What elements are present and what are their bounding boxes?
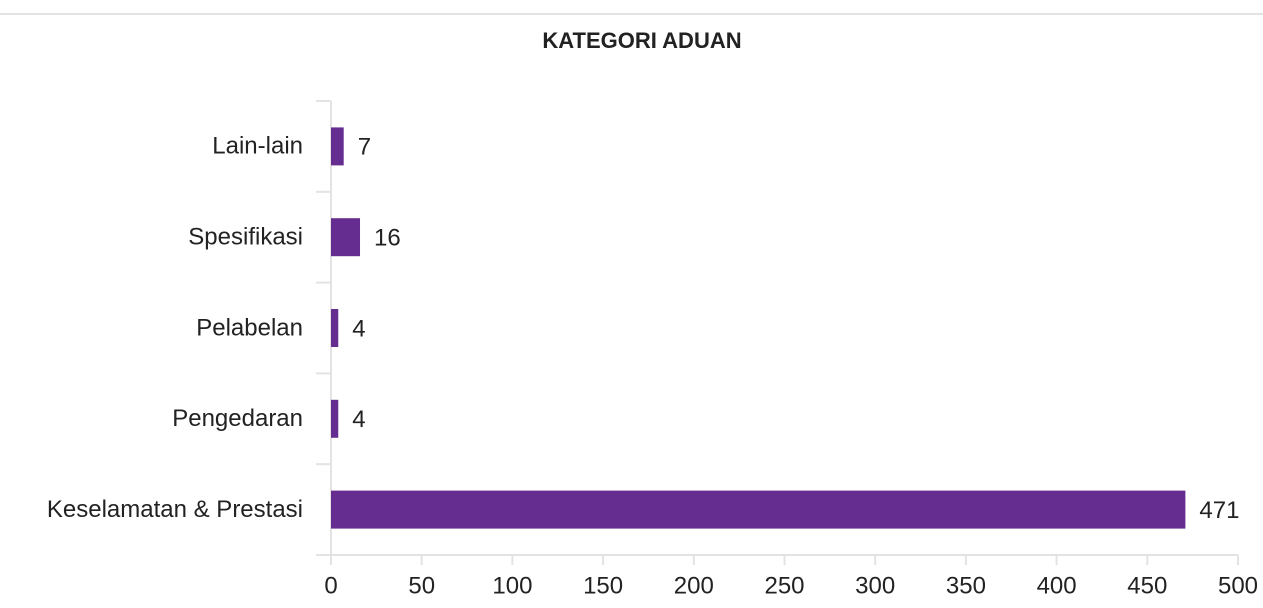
x-tick-label: 100	[492, 572, 532, 599]
x-tick-label: 500	[1218, 572, 1258, 599]
y-tick-label: Keselamatan & Prestasi	[47, 496, 303, 523]
bar	[331, 127, 344, 166]
x-tick-label: 150	[583, 572, 623, 599]
x-tick-label: 400	[1037, 572, 1077, 599]
bar	[331, 399, 339, 438]
x-tick-label: 0	[324, 572, 337, 599]
value-label: 16	[374, 225, 401, 252]
y-tick-label: Pelabelan	[196, 314, 303, 341]
x-tick-label: 350	[946, 572, 986, 599]
x-tick-label: 50	[408, 572, 435, 599]
y-tick-label: Spesifikasi	[188, 224, 303, 251]
x-tick-label: 300	[855, 572, 895, 599]
bar	[331, 490, 1186, 529]
x-tick-label: 450	[1127, 572, 1167, 599]
bar	[331, 218, 361, 257]
value-label: 4	[352, 315, 365, 342]
y-tick-label: Pengedaran	[172, 405, 303, 432]
bar	[331, 309, 339, 347]
x-tick-label: 250	[764, 572, 804, 599]
chart-title: KATEGORI ADUAN	[542, 28, 741, 53]
x-tick-label: 200	[674, 572, 714, 599]
value-label: 4	[352, 406, 365, 433]
y-tick-label: Lain-lain	[212, 133, 303, 160]
value-label: 7	[358, 134, 371, 161]
value-label: 471	[1199, 497, 1239, 524]
